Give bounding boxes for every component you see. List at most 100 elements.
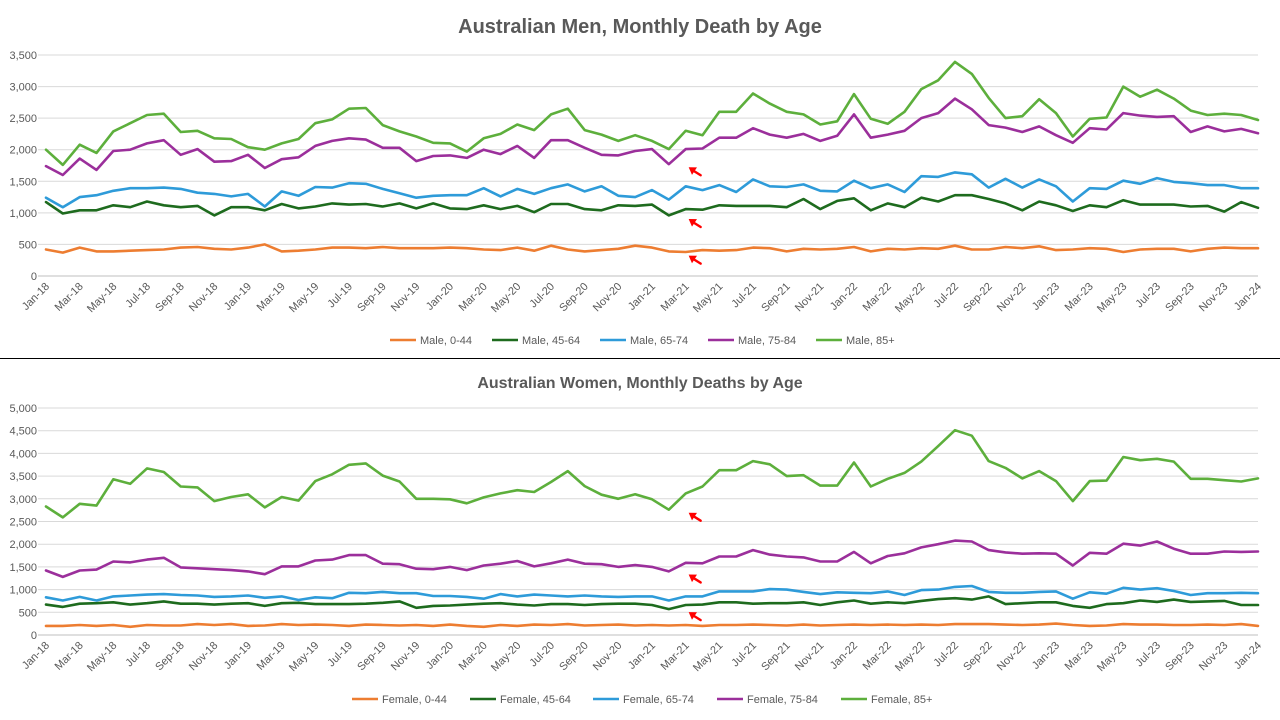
men-x-tick-label: May-19 [287, 281, 321, 315]
women-annotation-arrow [688, 512, 702, 522]
women-y-tick-label: 2,000 [9, 539, 37, 551]
women-series-line-4 [44, 428, 1260, 519]
women-x-tick-label: Mar-22 [861, 640, 894, 673]
women-y-tick-label: 3,000 [9, 494, 37, 506]
women-x-tick-label: Jul-20 [527, 640, 557, 670]
men-x-tick-label: Jan-19 [222, 281, 254, 313]
women-x-tick-label: Sep-22 [961, 640, 995, 674]
men-legend-label: Male, 65-74 [630, 335, 688, 347]
men-x-tick-label: Mar-20 [457, 281, 490, 314]
men-legend-item: Male, 85+ [816, 335, 895, 347]
men-x-tick-label: Jul-19 [325, 281, 355, 311]
men-x-tick-label: Nov-21 [793, 281, 827, 315]
men-x-tick-label: Jul-22 [931, 281, 961, 311]
men-annotation-arrow [688, 255, 702, 265]
women-x-tick-label: Nov-19 [389, 640, 423, 674]
women-x-tick-label: Jan-19 [222, 640, 254, 672]
women-x-tick-label: Jan-22 [828, 640, 860, 672]
women-x-tick-label: Jan-23 [1030, 640, 1062, 672]
women-y-tick-label: 500 [19, 607, 37, 619]
men-x-tick-label: Mar-19 [255, 281, 288, 314]
women-x-tick-label: Jul-21 [729, 640, 759, 670]
women-chart-svg: Australian Women, Monthly Deaths by Age … [9, 375, 1264, 706]
men-x-tick-label: May-21 [691, 281, 725, 315]
men-legend-item: Male, 65-74 [600, 335, 688, 347]
women-x-tick-label: May-18 [85, 640, 119, 674]
men-x-tick-label: Nov-23 [1197, 281, 1231, 315]
women-x-tick-label: Mar-21 [659, 640, 692, 673]
men-chart-svg: Australian Men, Monthly Death by Age 0 50… [9, 16, 1264, 347]
women-legend-item: Female, 65-74 [593, 694, 694, 706]
women-x-tick-label: Nov-22 [995, 640, 1029, 674]
men-x-tick-label: Jan-20 [424, 281, 456, 313]
women-x-tick-label: Jul-23 [1133, 640, 1163, 670]
men-y-tick-label: 0 [31, 271, 37, 283]
women-chart-panel: Australian Women, Monthly Deaths by Age … [0, 360, 1280, 720]
men-chart-panel: Australian Men, Monthly Death by Age 0 50… [0, 0, 1280, 359]
men-y-tick-label: 3,500 [9, 50, 37, 62]
women-legend-item: Female, 75-84 [717, 694, 818, 706]
women-legend-item: Female, 45-64 [470, 694, 571, 706]
women-x-tick-label: Mar-23 [1063, 640, 1096, 673]
women-x-tick-label: Sep-18 [153, 640, 187, 674]
men-x-tick-label: Nov-20 [591, 281, 625, 315]
men-x-tick-label: Nov-19 [389, 281, 423, 315]
men-legend-label: Male, 45-64 [522, 335, 580, 347]
men-y-tick-label: 1,500 [9, 176, 37, 188]
women-y-tick-label: 1,000 [9, 585, 37, 597]
men-y-tick-label: 2,500 [9, 113, 37, 125]
women-series-line-2 [44, 584, 1260, 602]
men-x-tick-label: Sep-22 [961, 281, 995, 315]
women-x-tick-label: Sep-19 [355, 640, 389, 674]
men-x-tick-label: Nov-18 [187, 281, 221, 315]
men-x-tick-label: Mar-21 [659, 281, 692, 314]
women-x-tick-label: Nov-21 [793, 640, 827, 674]
women-y-tick-label: 4,000 [9, 448, 37, 460]
men-x-tick-label: Jul-23 [1133, 281, 1163, 311]
women-series-line-3 [44, 539, 1260, 579]
men-x-tick-label: May-22 [893, 281, 927, 315]
women-legend-label: Female, 65-74 [623, 694, 694, 706]
men-x-tick-label: Sep-20 [557, 281, 591, 315]
men-series-line-4 [44, 60, 1260, 167]
men-y-tick-label: 1,000 [9, 208, 37, 220]
women-x-tick-label: Sep-21 [759, 640, 793, 674]
men-x-tick-label: Jan-21 [626, 281, 658, 313]
men-x-tick-label: May-20 [489, 281, 523, 315]
women-legend-item: Female, 0-44 [352, 694, 447, 706]
men-legend-label: Male, 85+ [846, 335, 895, 347]
men-x-tick-label: Jan-18 [20, 281, 52, 313]
women-y-tick-label: 5,000 [9, 403, 37, 415]
men-x-tick-label: Jul-20 [527, 281, 557, 311]
men-series-line-2 [44, 171, 1260, 209]
men-x-tick-label: Jan-24 [1232, 281, 1264, 313]
men-legend-item: Male, 0-44 [390, 335, 472, 347]
women-x-tick-label: Nov-18 [187, 640, 221, 674]
men-annotation-arrow [688, 167, 702, 177]
men-x-tick-label: Mar-18 [53, 281, 86, 314]
men-series-line-1 [44, 193, 1260, 217]
men-chart-title: Australian Men, Monthly Death by Age [458, 16, 822, 38]
women-legend-label: Female, 75-84 [747, 694, 818, 706]
men-x-tick-label: Jan-22 [828, 281, 860, 313]
men-x-tick-label: May-23 [1095, 281, 1129, 315]
women-x-tick-label: Nov-23 [1197, 640, 1231, 674]
women-annotation-arrow [688, 574, 702, 584]
women-x-tick-label: Jan-20 [424, 640, 456, 672]
women-x-tick-label: Sep-20 [557, 640, 591, 674]
women-annotation-arrow [688, 612, 702, 622]
men-legend-item: Male, 75-84 [708, 335, 796, 347]
men-x-tick-label: Sep-21 [759, 281, 793, 315]
women-x-tick-label: Mar-20 [457, 640, 490, 673]
men-x-tick-label: Mar-22 [861, 281, 894, 314]
women-series-line-1 [44, 595, 1260, 611]
men-x-tick-label: Jul-18 [123, 281, 153, 311]
women-x-tick-label: Mar-18 [53, 640, 86, 673]
women-x-tick-label: May-22 [893, 640, 927, 674]
men-x-tick-label: Jul-21 [729, 281, 759, 311]
women-y-tick-label: 3,500 [9, 471, 37, 483]
men-y-tick-label: 3,000 [9, 82, 37, 94]
women-x-tick-label: Mar-19 [255, 640, 288, 673]
women-legend-item: Female, 85+ [841, 694, 932, 706]
women-x-tick-label: May-21 [691, 640, 725, 674]
